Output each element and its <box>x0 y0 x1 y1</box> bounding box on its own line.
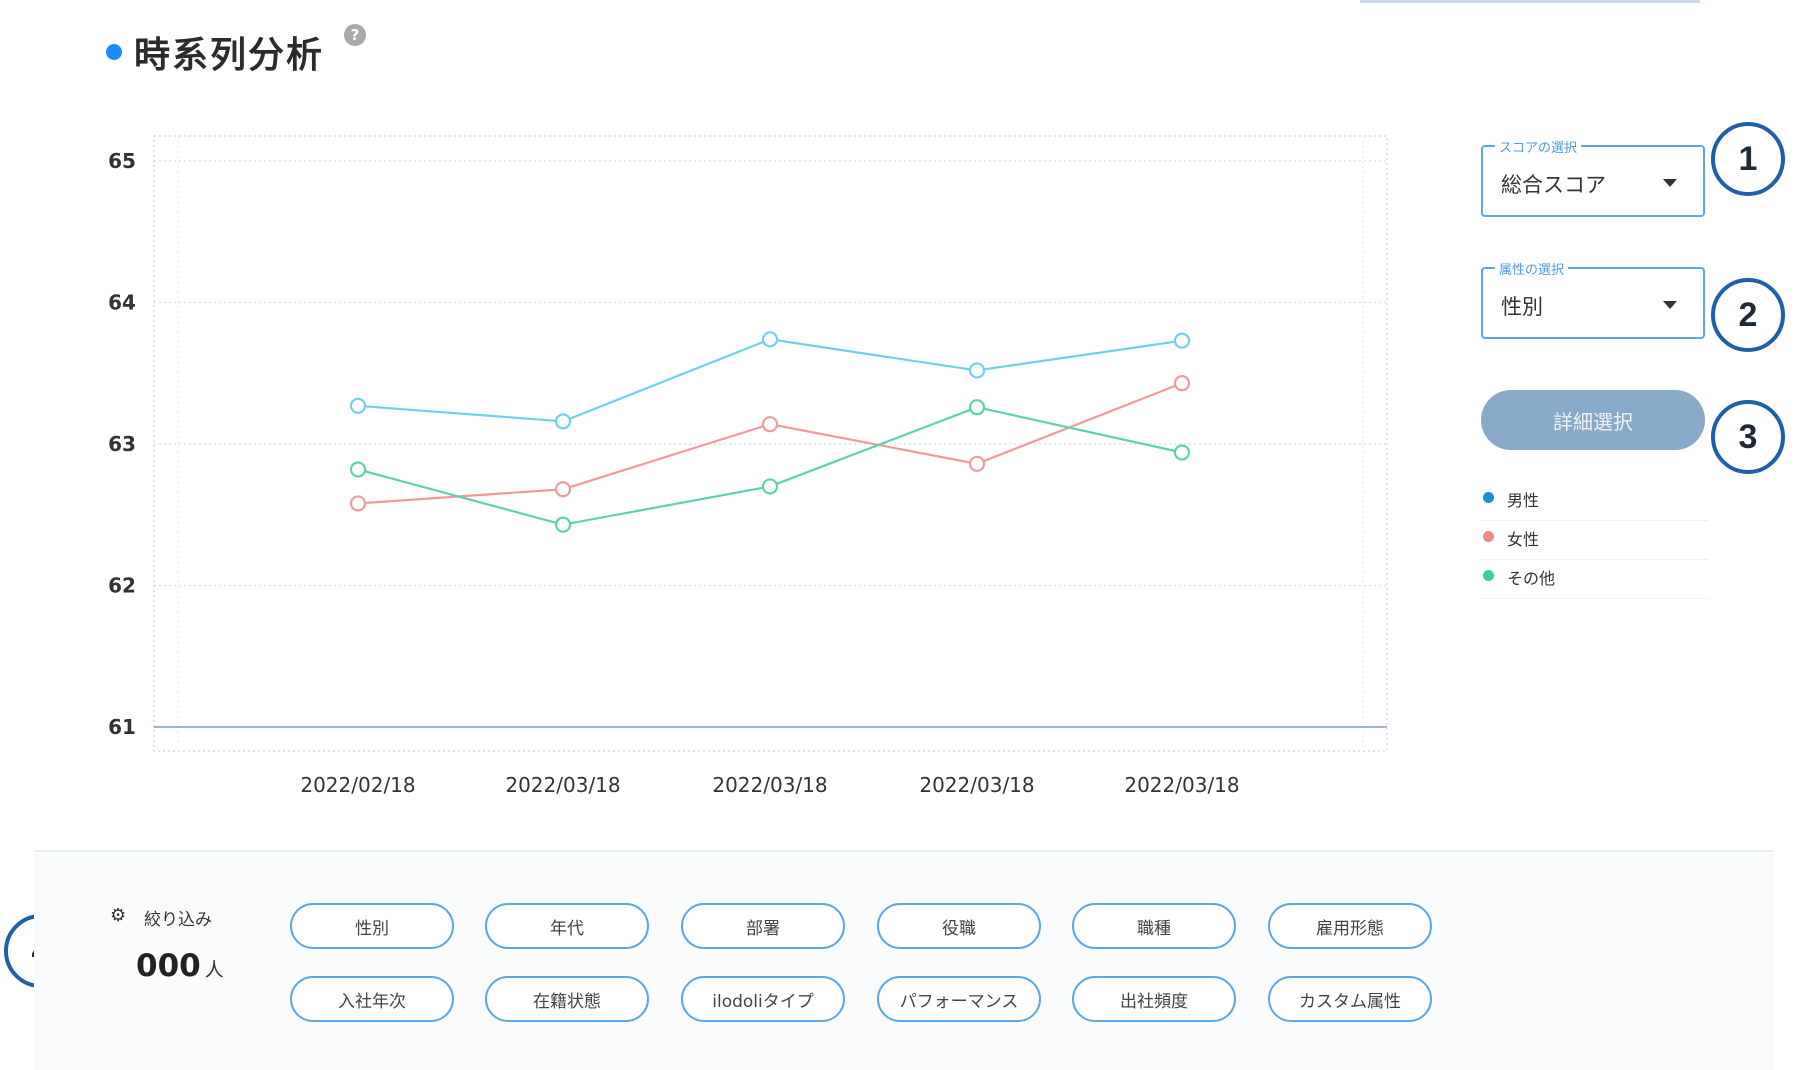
filter-chip-enrollment-status[interactable]: 在籍状態 <box>485 976 649 1022</box>
attribute-select-label: 属性の選択 <box>1495 259 1569 278</box>
filter-chip-attendance-frequency[interactable]: 出社頻度 <box>1072 976 1236 1022</box>
page-title: 時系列分析 <box>106 26 324 78</box>
count-value: 000 <box>136 948 201 984</box>
respondent-count: 000 人 <box>136 948 224 984</box>
detail-select-button[interactable]: 詳細選択 <box>1481 390 1705 450</box>
score-select-label: スコアの選択 <box>1495 137 1582 156</box>
attribute-select[interactable]: 属性の選択 性別 <box>1481 259 1705 339</box>
legend-label: その他 <box>1507 569 1556 588</box>
data-point <box>761 478 779 495</box>
data-point <box>1173 444 1191 461</box>
data-point <box>968 399 986 416</box>
data-point <box>554 413 572 430</box>
legend-dot-icon <box>1483 570 1494 581</box>
chevron-down-icon <box>1663 179 1677 187</box>
legend-dot-icon <box>1483 492 1494 503</box>
data-point <box>349 495 367 512</box>
filter-chip-job-type[interactable]: 職種 <box>1072 903 1236 949</box>
filter-chip-join-year[interactable]: 入社年次 <box>290 976 454 1022</box>
filter-chip-department[interactable]: 部署 <box>681 903 845 949</box>
data-point <box>1173 332 1191 349</box>
filter-chip-employment-type[interactable]: 雇用形態 <box>1268 903 1432 949</box>
y-tick-label: 63 <box>108 432 136 456</box>
top-divider <box>1360 0 1700 3</box>
data-point <box>349 397 367 414</box>
filter-label: 絞り込み <box>144 910 212 930</box>
help-icon[interactable]: ? <box>344 24 366 46</box>
score-select-value: 総合スコア <box>1501 173 1606 197</box>
chevron-down-icon <box>1663 301 1677 309</box>
data-point <box>554 516 572 533</box>
legend-dot-icon <box>1483 531 1494 542</box>
count-unit: 人 <box>204 959 224 981</box>
data-point <box>1173 375 1191 392</box>
filter-chip-custom-attribute[interactable]: カスタム属性 <box>1268 976 1432 1022</box>
data-point <box>554 481 572 498</box>
legend-item-female: 女性 <box>1481 521 1709 560</box>
series-line <box>357 338 1183 423</box>
score-select[interactable]: スコアの選択 総合スコア <box>1481 137 1705 217</box>
data-point <box>761 331 779 348</box>
legend-label: 女性 <box>1507 530 1540 549</box>
x-tick-label: 2022/03/18 <box>505 773 620 797</box>
y-tick-label: 64 <box>108 291 136 315</box>
x-tick-label: 2022/02/18 <box>300 773 415 797</box>
y-tick-label: 61 <box>108 715 136 739</box>
filter-sliders-icon: ⚙ <box>110 905 127 926</box>
x-tick-label: 2022/03/18 <box>919 773 1034 797</box>
callout-3: 3 <box>1711 400 1785 474</box>
x-tick-label: 2022/03/18 <box>1124 773 1239 797</box>
legend-label: 男性 <box>1507 491 1540 510</box>
filter-chip-gender[interactable]: 性別 <box>290 903 454 949</box>
filter-chip-performance[interactable]: パフォーマンス <box>877 976 1041 1022</box>
filter-chip-ilodoli-type[interactable]: ilodoliタイプ <box>681 976 845 1022</box>
page-title-text: 時系列分析 <box>134 35 325 76</box>
data-point <box>968 455 986 472</box>
x-tick-label: 2022/03/18 <box>712 773 827 797</box>
title-bullet-icon <box>106 44 122 60</box>
time-series-chart: 65 64 63 62 61 2022/02/18 2022/03/18 2022/03/18… <box>108 135 1388 797</box>
y-tick-label: 65 <box>108 149 136 173</box>
legend-item-other: その他 <box>1481 560 1709 599</box>
data-point <box>761 416 779 433</box>
legend-item-male: 男性 <box>1481 482 1709 521</box>
plot-frame <box>153 135 1388 752</box>
y-tick-label: 62 <box>108 574 136 598</box>
filter-chip-age[interactable]: 年代 <box>485 903 649 949</box>
callout-1: 1 <box>1711 122 1785 196</box>
filter-chip-position[interactable]: 役職 <box>877 903 1041 949</box>
callout-2: 2 <box>1711 278 1785 352</box>
data-point <box>349 461 367 478</box>
data-point <box>968 362 986 379</box>
attribute-select-value: 性別 <box>1501 295 1543 319</box>
filter-panel <box>34 850 1774 1070</box>
